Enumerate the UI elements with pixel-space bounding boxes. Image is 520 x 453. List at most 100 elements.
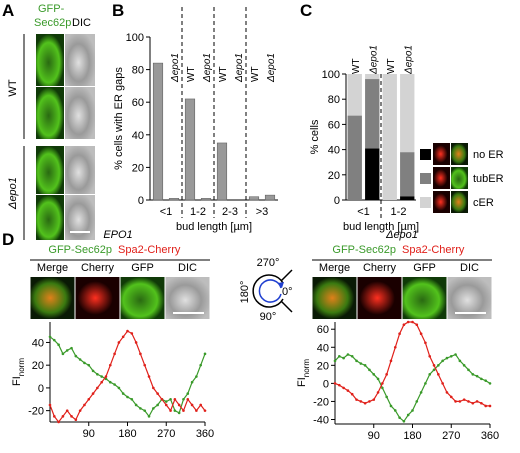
group-label: 2-3 — [222, 206, 238, 218]
point — [449, 355, 453, 358]
point — [415, 400, 419, 403]
row-label: WT — [7, 79, 19, 96]
point — [91, 369, 95, 373]
point — [61, 415, 65, 418]
point — [96, 372, 99, 376]
group-label: 1-2 — [190, 206, 206, 218]
point — [467, 368, 470, 372]
point — [359, 362, 363, 365]
point — [113, 352, 116, 356]
point — [186, 392, 190, 395]
point — [65, 409, 69, 412]
point — [173, 397, 177, 401]
y-tick-label: 60 — [317, 324, 329, 336]
point — [415, 323, 419, 327]
y-tick-label: 20 — [317, 360, 329, 372]
point — [130, 397, 134, 401]
bar — [264, 194, 276, 201]
point — [126, 329, 129, 333]
point — [475, 400, 479, 403]
channel-label: GFP- — [38, 3, 65, 15]
point — [83, 403, 86, 407]
point — [57, 420, 60, 424]
point — [402, 419, 406, 423]
micrograph — [30, 277, 75, 319]
point — [402, 323, 406, 327]
point — [471, 373, 475, 376]
point — [376, 377, 380, 381]
panel-letter: D — [2, 230, 14, 249]
point — [398, 416, 401, 419]
image-label: Merge — [319, 262, 350, 274]
micrograph — [120, 277, 165, 319]
point — [83, 361, 86, 365]
point — [346, 353, 350, 356]
point — [355, 398, 358, 401]
point — [96, 386, 99, 390]
group-label: >3 — [256, 206, 269, 218]
legend-thumbnail — [433, 143, 450, 165]
point — [186, 397, 190, 401]
point — [87, 397, 91, 401]
y-tick-label: 20 — [32, 360, 44, 372]
x-tick-label: 270 — [442, 430, 460, 442]
point — [177, 403, 181, 407]
point — [419, 391, 423, 394]
point — [164, 400, 168, 403]
point — [182, 409, 185, 412]
y-axis-label: % cells with ER gaps — [113, 67, 125, 170]
category-label: Δepo1 — [266, 53, 277, 83]
point — [363, 401, 367, 405]
point — [393, 345, 397, 349]
micrograph — [75, 277, 120, 319]
micrograph — [312, 277, 357, 319]
x-tick-label: 180 — [118, 428, 136, 440]
legend-swatch — [420, 173, 431, 184]
y-axis-label: FInorm — [296, 359, 311, 387]
point — [195, 409, 198, 412]
marker: GFP-Sec62p — [332, 244, 396, 256]
x-tick-label: 90 — [83, 428, 95, 440]
point — [484, 379, 487, 382]
micrograph — [357, 277, 402, 319]
point — [65, 349, 69, 352]
point — [70, 346, 73, 350]
panel-letter: B — [112, 1, 124, 20]
y-tick-label: -40 — [313, 414, 329, 426]
image-label: GFP — [131, 262, 154, 274]
y-axis-label-main: FI — [11, 376, 23, 386]
point — [203, 352, 207, 356]
category-label: WT — [186, 66, 197, 82]
point — [381, 386, 384, 390]
line-series — [49, 330, 206, 423]
point — [199, 403, 202, 407]
y-tick-label: 60 — [328, 119, 340, 131]
marker: GFP-Sec62p — [48, 244, 112, 256]
point — [48, 335, 52, 339]
point — [441, 382, 444, 385]
y-axis-label: FInorm — [11, 358, 26, 386]
point — [389, 404, 393, 408]
x-axis-label: bud length [µm] — [176, 221, 252, 233]
point — [359, 400, 363, 403]
point — [389, 359, 393, 363]
point — [406, 320, 410, 324]
bar-segment — [347, 115, 362, 200]
point — [100, 375, 103, 378]
point — [78, 358, 82, 361]
x-tick-label: 360 — [196, 428, 214, 440]
point — [480, 401, 483, 405]
y-tick-label: 100 — [126, 32, 144, 44]
y-tick-label: 80 — [132, 65, 144, 77]
legend-label: cER — [473, 197, 494, 209]
point — [74, 354, 78, 358]
y-tick-label: -20 — [313, 396, 329, 408]
point — [173, 409, 177, 412]
category-label: WT — [351, 58, 362, 74]
point — [156, 392, 159, 395]
point — [406, 413, 410, 417]
point — [177, 411, 181, 415]
point — [100, 380, 103, 384]
category-label: Δepo1 — [234, 53, 245, 83]
point — [160, 397, 164, 401]
